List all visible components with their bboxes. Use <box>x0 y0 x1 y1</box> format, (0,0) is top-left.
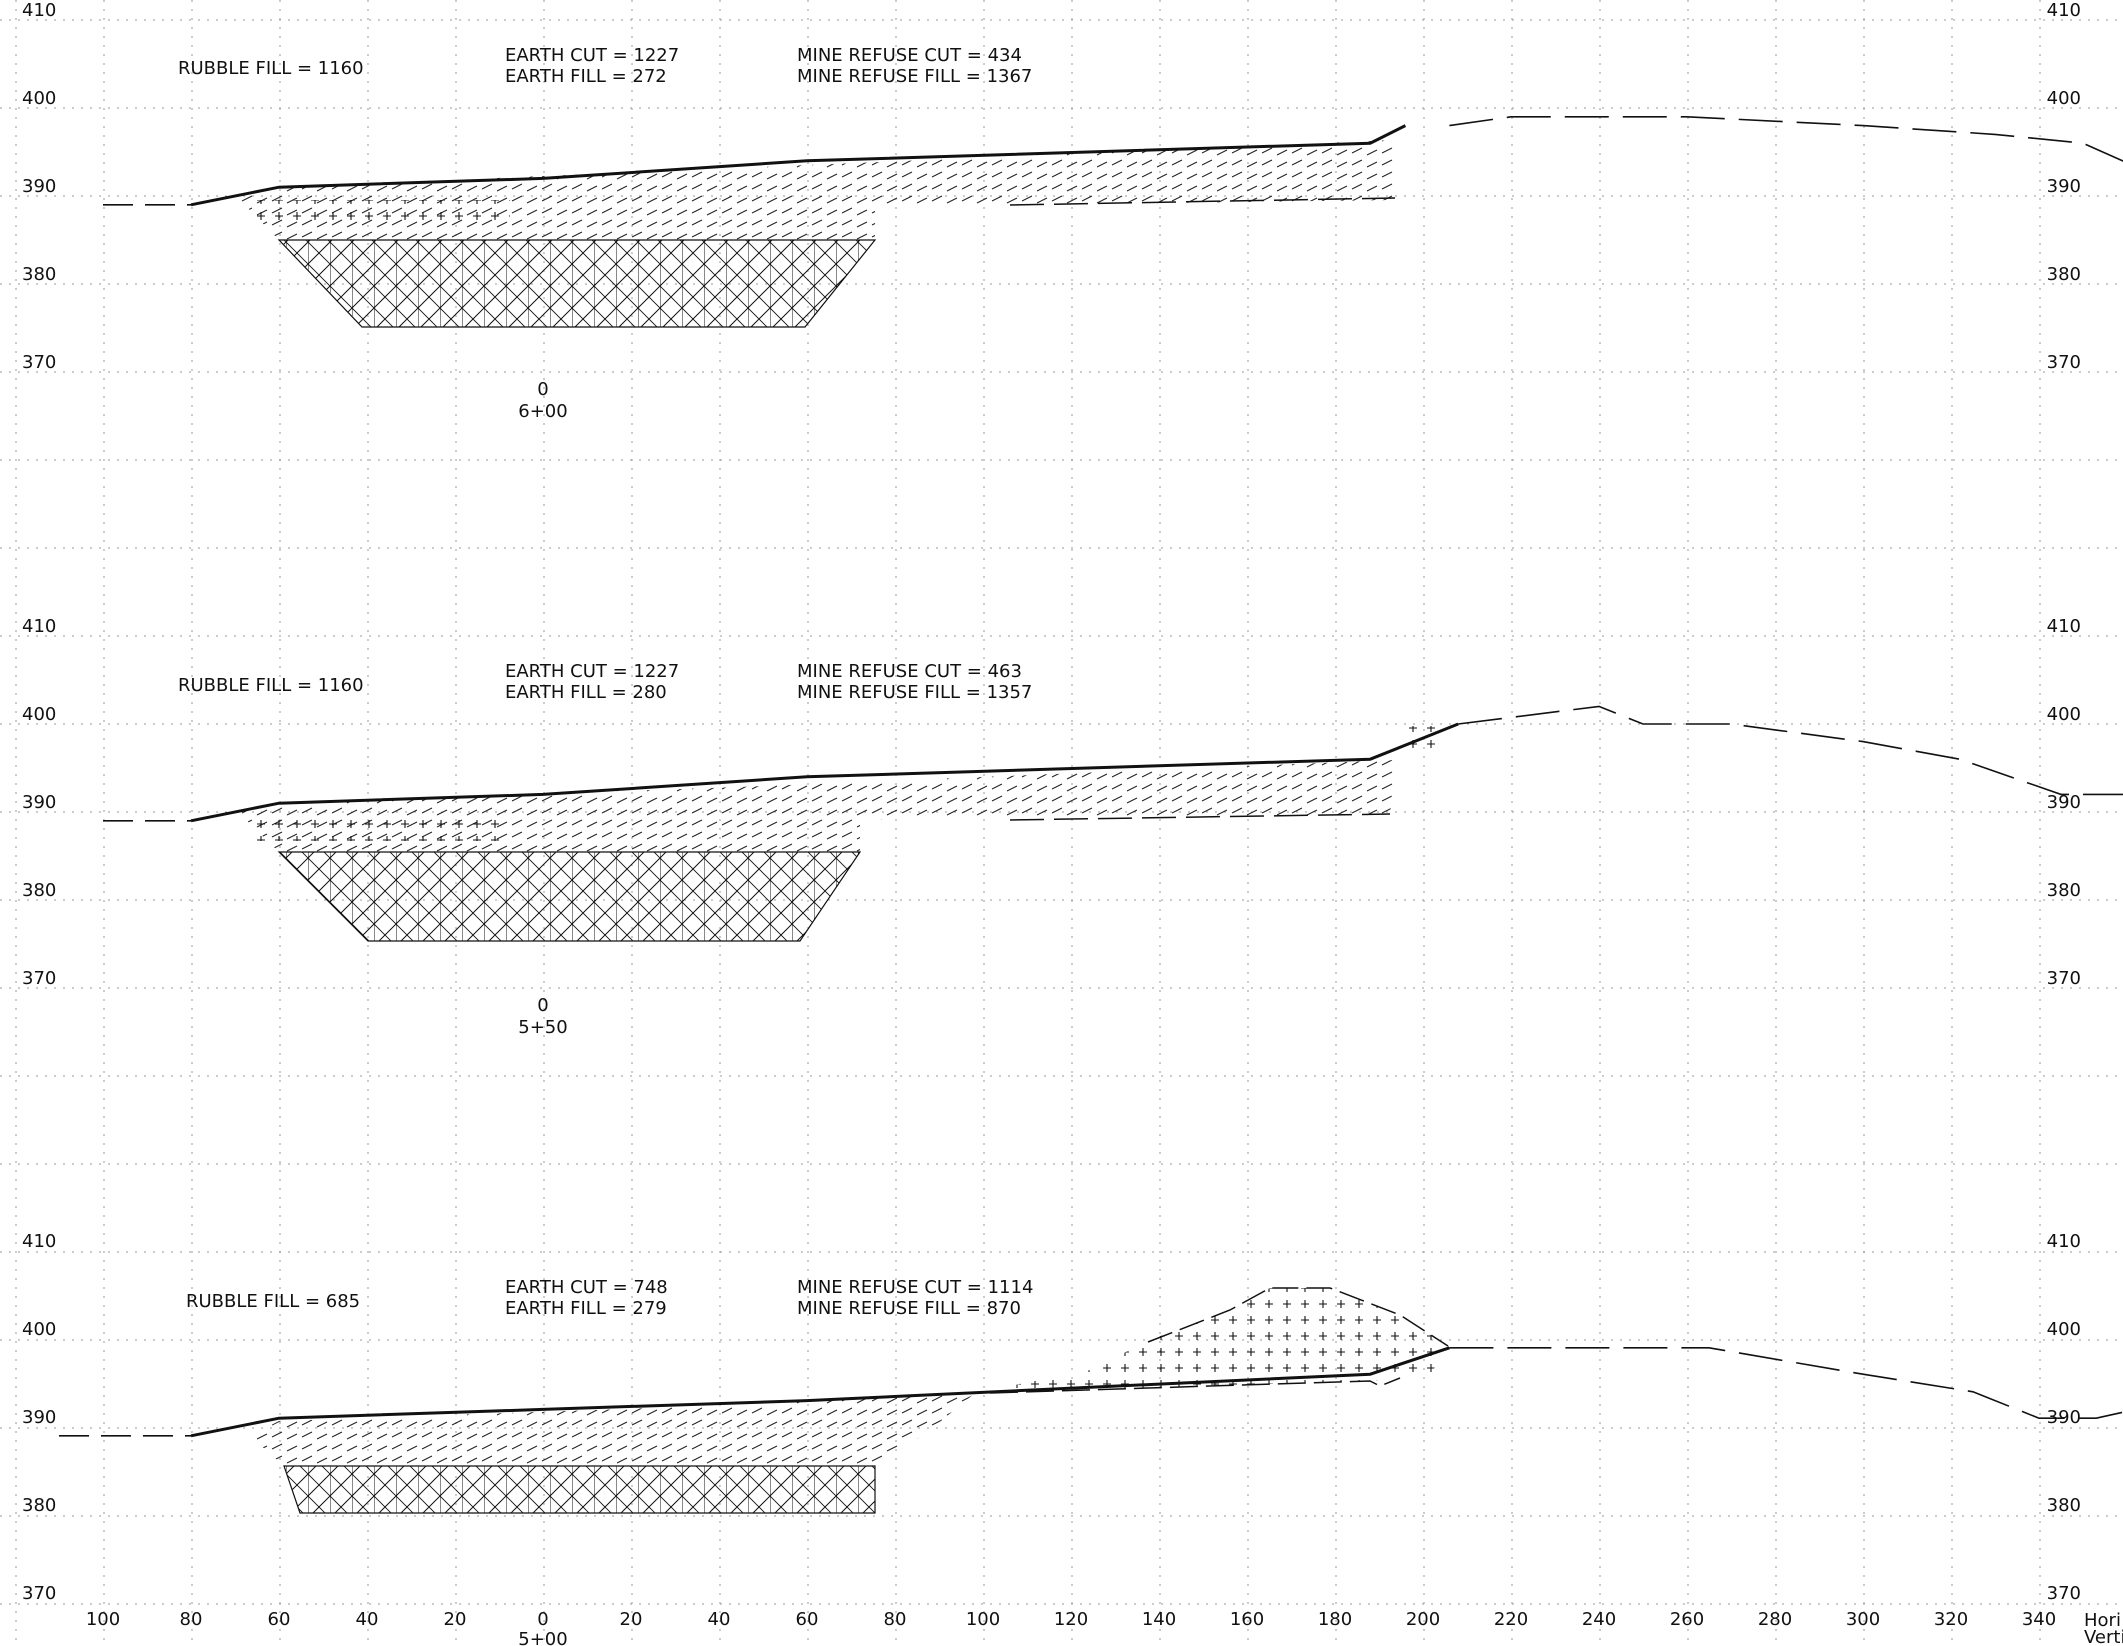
profile-lines <box>59 116 2123 1438</box>
mine-refuse-cut-label: MINE REFUSE CUT = 434 <box>797 45 1022 66</box>
earth-fill-area <box>238 140 1395 240</box>
elevation-tick-label-right: 410 <box>2047 1231 2081 1252</box>
mine-refuse-fill-label: MINE REFUSE FILL = 1357 <box>797 682 1032 703</box>
elevation-tick-label-right: 400 <box>2047 1319 2081 1340</box>
proposed-surface-line <box>190 124 1407 207</box>
mine-refuse-cut-label: MINE REFUSE CUT = 1114 <box>797 1277 1033 1298</box>
lower-fill-boundary <box>1009 197 1396 206</box>
offset-tick-label: 300 <box>1846 1609 1880 1630</box>
rubble-fill-label: RUBBLE FILL = 1160 <box>178 58 364 79</box>
offset-tick-label: 100 <box>966 1609 1000 1630</box>
section-5-00: RUBBLE FILL = 685 EARTH CUT = 748 EARTH … <box>186 1277 1449 1646</box>
scale-note-vertical: Verti <box>2084 1627 2123 1646</box>
offset-tick-label: 20 <box>620 1609 643 1630</box>
offset-tick-label: 340 <box>2022 1609 2056 1630</box>
offset-tick-label: 120 <box>1054 1609 1088 1630</box>
earth-fill-area <box>238 760 1395 852</box>
offset-tick-label: 280 <box>1758 1609 1792 1630</box>
existing-ground-line-right <box>1449 1347 2123 1419</box>
offset-tick-label: 240 <box>1582 1609 1616 1630</box>
elevation-tick-label-right: 380 <box>2047 264 2081 285</box>
rubble-fill-label: RUBBLE FILL = 685 <box>186 1291 360 1312</box>
elevation-tick-label-left: 390 <box>22 176 56 197</box>
mine-refuse-fill-label: MINE REFUSE FILL = 1367 <box>797 66 1032 87</box>
station-label: 5+00 <box>518 1629 567 1646</box>
elevation-tick-label-right: 400 <box>2047 704 2081 725</box>
offset-tick-label: 260 <box>1670 1609 1704 1630</box>
offset-tick-label: 80 <box>884 1609 907 1630</box>
scale-note-horizontal: Hori <box>2084 1610 2121 1631</box>
elevation-tick-label-left: 370 <box>22 352 56 373</box>
mine-refuse-marks <box>250 200 510 226</box>
earth-cut-label: EARTH CUT = 1227 <box>505 661 679 682</box>
elevation-tick-label-right: 410 <box>2047 0 2081 21</box>
elevation-tick-label-right: 390 <box>2047 792 2081 813</box>
elevation-tick-label-right: 370 <box>2047 1583 2081 1604</box>
offset-tick-label: 60 <box>796 1609 819 1630</box>
elevation-tick-label-right: 390 <box>2047 176 2081 197</box>
elevation-tick-label-left: 400 <box>22 704 56 725</box>
elevation-tick-label-left: 400 <box>22 1319 56 1340</box>
rubble-fill-area <box>277 851 862 942</box>
elevation-tick-label-left: 390 <box>22 1407 56 1428</box>
mine-refuse-fill-label: MINE REFUSE FILL = 870 <box>797 1298 1021 1319</box>
rubble-fill-area <box>277 239 877 328</box>
offset-tick-label: 220 <box>1494 1609 1528 1630</box>
elevation-tick-label-left: 390 <box>22 792 56 813</box>
mine-refuse-marks <box>255 726 1440 841</box>
offset-tick-label: 180 <box>1318 1609 1352 1630</box>
existing-ground-line-right <box>1458 705 2123 796</box>
rubble-fill-label: RUBBLE FILL = 1160 <box>178 675 364 696</box>
offset-tick-label: 40 <box>356 1609 379 1630</box>
offset-tick-label: 60 <box>268 1609 291 1630</box>
elevation-tick-label-left: 380 <box>22 264 56 285</box>
elevation-tick-label-right: 380 <box>2047 880 2081 901</box>
lower-fill-boundary <box>989 1377 1401 1394</box>
section-6-00: RUBBLE FILL = 1160 EARTH CUT = 1227 EART… <box>178 45 1396 422</box>
mine-refuse-outline <box>1147 1287 1449 1347</box>
earth-fill-label: EARTH FILL = 280 <box>505 682 667 703</box>
offset-tick-label: 100 <box>86 1609 120 1630</box>
offset-tick-label: 200 <box>1406 1609 1440 1630</box>
offset-tick-label: 40 <box>708 1609 731 1630</box>
elevation-tick-label-left: 380 <box>22 880 56 901</box>
elevation-tick-label-right: 410 <box>2047 616 2081 637</box>
rubble-fill-area <box>283 1465 876 1514</box>
earth-fill-area <box>250 1393 975 1466</box>
elevation-tick-label-left: 410 <box>22 0 56 21</box>
lower-fill-boundary <box>1009 813 1391 821</box>
proposed-surface-line <box>190 722 1459 823</box>
earth-fill-label: EARTH FILL = 272 <box>505 66 667 87</box>
section-5-50: RUBBLE FILL = 1160 EARTH CUT = 1227 EART… <box>178 661 1440 1038</box>
elevation-tick-label-left: 410 <box>22 1231 56 1252</box>
elevation-tick-label-left: 370 <box>22 968 56 989</box>
elevation-tick-label-right: 400 <box>2047 88 2081 109</box>
existing-ground-line-right <box>1449 116 2123 162</box>
offset-tick-label: 20 <box>444 1609 467 1630</box>
offset-tick-label: 160 <box>1230 1609 1264 1630</box>
centerline-label: 0 <box>537 379 548 400</box>
earth-cut-label: EARTH CUT = 1227 <box>505 45 679 66</box>
earth-fill-label: EARTH FILL = 279 <box>505 1298 667 1319</box>
offset-tick-label: 80 <box>180 1609 203 1630</box>
mine-refuse-fill-area <box>975 1288 1448 1393</box>
offset-tick-label: 140 <box>1142 1609 1176 1630</box>
offset-tick-label: 0 <box>537 1609 548 1630</box>
elevation-tick-label-right: 380 <box>2047 1495 2081 1516</box>
earth-cut-label: EARTH CUT = 748 <box>505 1277 668 1298</box>
elevation-tick-label-left: 410 <box>22 616 56 637</box>
elevation-tick-label-right: 370 <box>2047 352 2081 373</box>
elevation-tick-label-left: 400 <box>22 88 56 109</box>
offset-tick-label: 320 <box>1934 1609 1968 1630</box>
station-label: 6+00 <box>518 401 567 422</box>
elevation-tick-label-right: 370 <box>2047 968 2081 989</box>
elevation-tick-label-left: 380 <box>22 1495 56 1516</box>
station-label: 5+50 <box>518 1017 567 1038</box>
proposed-surface-line <box>190 1346 1450 1438</box>
elevation-tick-label-left: 370 <box>22 1583 56 1604</box>
mine-refuse-cut-label: MINE REFUSE CUT = 463 <box>797 661 1022 682</box>
centerline-label: 0 <box>537 995 548 1016</box>
